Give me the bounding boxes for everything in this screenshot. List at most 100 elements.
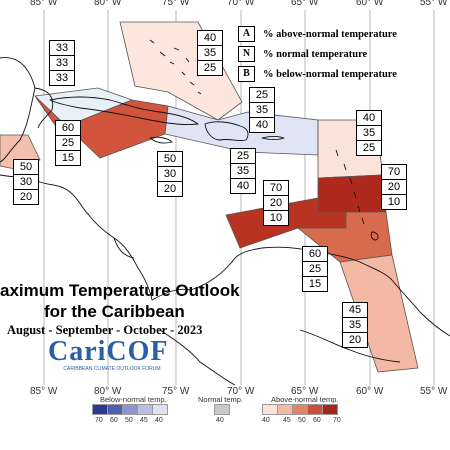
colorbar-label: 40 [155,417,163,424]
prob-box-hispaniola: 25 35 40 [249,87,275,133]
colorbar-normal-title: Normal temp. [198,395,244,404]
coast-trinidad [370,231,379,241]
lon-tick: 85° W [30,0,58,8]
prob-normal: 35 [250,103,274,118]
prob-normal: 35 [357,126,381,141]
coastlines [0,39,450,386]
prob-below: 25 [362,142,376,154]
prob-box-trinidad: 60 25 15 [302,246,328,292]
legend-label-normal: % normal temperature [263,48,368,60]
colorbar-swatch [308,405,323,414]
prob-above: 70 [264,181,288,196]
colorbar-swatch [293,405,308,414]
prob-above: 33 [50,41,74,56]
prob-box-jamaica-south: 25 35 40 [230,148,256,194]
lon-tick: 55° W [420,0,448,8]
prob-box-central-america: 50 30 20 [157,151,183,197]
lon-tick: 65° W [291,386,319,397]
coast-mexico-gulf [0,57,36,163]
prob-above: 25 [250,88,274,103]
coast-south-america-ne [299,329,401,363]
coast-central-america [0,174,153,301]
prob-normal: 35 [198,46,222,61]
colorbar-above [262,404,338,415]
legend-key-n: N [238,46,255,62]
colorbar-swatch [153,405,167,414]
legend-label-below: % below-normal temperature [263,68,397,80]
season-label: August - September - October - 2023 [7,323,203,337]
colorbar-swatch [93,405,108,414]
prob-above: 60 [56,121,80,136]
lon-tick: 65° W [291,0,319,8]
prob-above: 40 [357,111,381,126]
lon-tick: 80° W [94,0,122,8]
prob-box-belize: 50 30 20 [13,159,39,205]
prob-below: 40 [236,180,250,192]
colorbar-label: 50 [298,417,306,424]
coast-puerto-rico [261,136,285,140]
coast-guianas [391,279,450,337]
colorbar-swatch [108,405,123,414]
caricof-logo: CariCOF [48,336,169,367]
prob-below: 10 [387,196,401,208]
colorbar-swatch [215,405,229,414]
prob-normal: 20 [264,196,288,211]
colorbar-label: 60 [110,417,118,424]
prob-above: 45 [343,303,367,318]
colorbar-normal [214,404,230,415]
coast-panama [113,237,135,259]
colorbar-label: 50 [125,417,133,424]
prob-below: 20 [19,191,33,203]
prob-normal: 20 [382,180,406,195]
colorbar-above-title: Above-normal temp. [271,395,339,404]
lon-tick: 60° W [356,386,384,397]
colorbar-swatch [278,405,293,414]
prob-above: 70 [382,165,406,180]
colorbar-below-title: Below-normal temp. [100,395,167,404]
prob-normal: 33 [50,56,74,71]
prob-box-bahamas: 40 35 25 [197,30,223,76]
legend-key-b: B [238,66,255,82]
prob-above: 50 [158,152,182,167]
colorbar-label: 70 [333,417,341,424]
lon-tick: 55° W [420,386,448,397]
prob-normal: 30 [14,175,38,190]
colorbar-label: 70 [95,417,103,424]
colorbar-swatch [323,405,337,414]
prob-below: 20 [163,183,177,195]
prob-box-guianas: 45 35 20 [342,302,368,348]
lon-tick: 75° W [162,0,190,8]
colorbar-below [92,404,168,415]
coast-hispaniola [204,121,249,142]
colorbar-swatch [263,405,278,414]
coast-venezuela [261,246,393,281]
legend-label-above: % above-normal temperature [263,28,397,40]
region-lesser-antilles [317,174,387,213]
coast-lesser-antilles [335,149,365,225]
lon-tick: 60° W [356,0,384,8]
coast-yucatan [34,87,54,129]
colorbar-label: 45 [140,417,148,424]
prob-normal: 30 [158,167,182,182]
prob-above: 40 [198,31,222,46]
colorbar-label: 40 [262,417,270,424]
prob-below: 33 [55,72,69,84]
coast-bahamas [149,39,202,95]
prob-box-south-coast: 70 20 10 [263,180,289,226]
prob-above: 60 [303,247,327,262]
map-title-line2: for the Caribbean [44,302,185,321]
coast-south-america-inland [159,329,236,386]
prob-below: 15 [61,152,75,164]
legend-row-normal: N % normal temperature [238,46,367,62]
coast-cuba [49,96,199,125]
prob-above: 50 [14,160,38,175]
prob-normal: 35 [231,164,255,179]
region-hispaniola [164,105,319,156]
legend-key-a: A [238,26,255,42]
lon-tick: 70° W [227,386,255,397]
colorbar-label: 60 [313,417,321,424]
prob-above: 25 [231,149,255,164]
legend-row-below: B % below-normal temperature [238,66,397,82]
map-title: aximum Temperature Outlook [0,281,240,300]
lon-tick: 80° W [94,386,122,397]
